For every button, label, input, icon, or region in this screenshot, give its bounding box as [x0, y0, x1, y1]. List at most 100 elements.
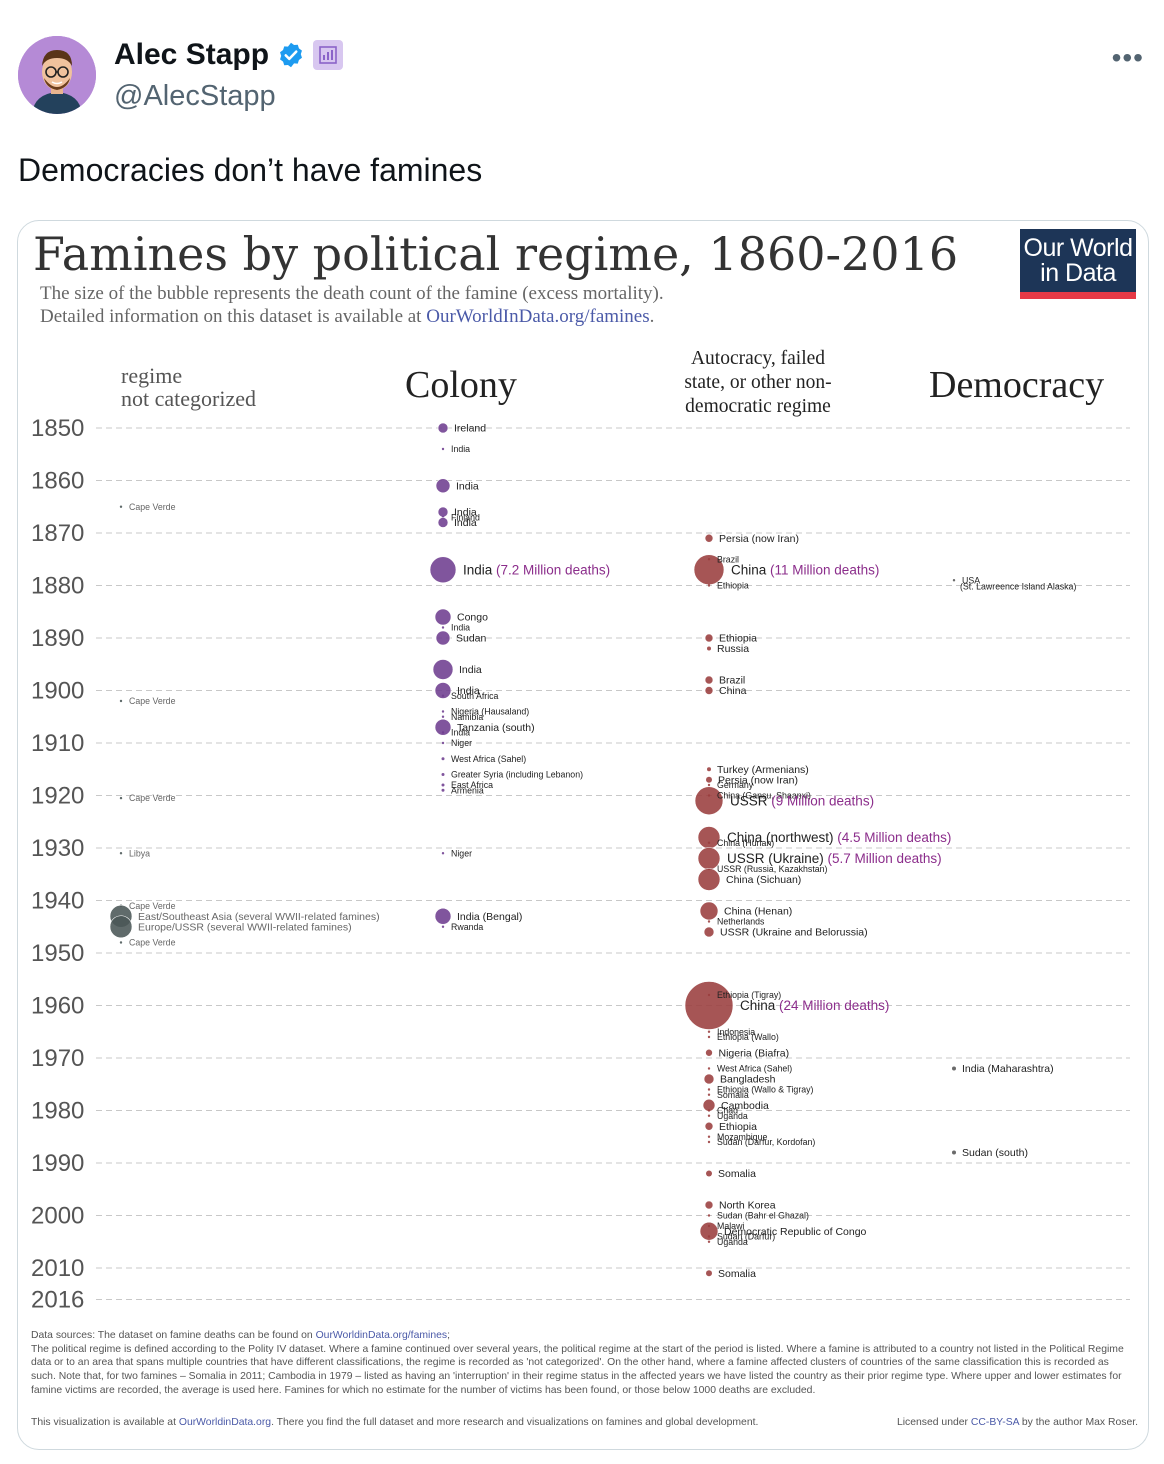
famine-label: Cape Verde	[129, 696, 176, 706]
famine-label: Persia (now Iran)	[719, 533, 799, 545]
avatar[interactable]	[18, 36, 96, 114]
y-tick-label: 1960	[31, 993, 84, 1020]
author-handle[interactable]: @AlecStapp	[114, 80, 276, 112]
tweet-text: Democracies don’t have famines	[18, 152, 483, 188]
famine-label: West Africa (Sahel)	[717, 1064, 792, 1074]
famine-label: Malawi	[717, 1221, 744, 1231]
famine-bubble	[707, 1214, 711, 1217]
column-header-line: not categorized	[121, 386, 256, 411]
subtitle-link: OurWorldInData.org/famines	[426, 306, 650, 327]
famine-bubble	[706, 776, 712, 783]
famine-bubble	[437, 517, 449, 528]
famine-bubble	[707, 1035, 711, 1039]
subscriber-badge-icon	[313, 40, 344, 70]
famine-label: Cape Verde	[129, 938, 176, 948]
y-tick-label: 1980	[31, 1098, 84, 1125]
famine-bubble	[435, 478, 451, 494]
famine-bubble	[707, 1135, 711, 1138]
famine-bubble	[434, 682, 452, 699]
famine-bubble	[119, 505, 123, 508]
license-link: CC-BY-SA	[970, 1417, 1020, 1428]
tweet-media-card[interactable]: Famines by political regime, 1860-2016 T…	[17, 220, 1149, 1450]
y-tick-label: 1870	[31, 520, 84, 547]
famine-label: USSR (Ukraine) (5.7 Million deaths)	[727, 851, 942, 866]
famine-bubble	[441, 710, 445, 713]
famine-bubble	[704, 1200, 714, 1210]
death-toll-label: (5.7 Million deaths)	[824, 851, 942, 866]
famine-bubble	[684, 981, 734, 1030]
column-header-autocracy: Autocracy, failed state, or other non- d…	[658, 347, 858, 419]
famine-label: Netherlands	[717, 917, 765, 927]
famine-bubble	[694, 786, 724, 816]
famine-bubble	[705, 1048, 713, 1057]
famine-bubble	[704, 675, 714, 685]
famine-label: South Africa	[451, 691, 499, 701]
famine-bubble	[707, 1240, 711, 1243]
famine-bubble	[706, 1170, 712, 1177]
famine-label: Brazil	[719, 675, 745, 687]
chart-bubbles	[109, 422, 956, 1277]
famine-label: USA	[962, 575, 980, 585]
y-tick-label: 1860	[31, 468, 84, 495]
footer-methodology: The political regime is defined accordin…	[31, 1343, 1124, 1396]
famine-label: Bangladesh	[720, 1074, 776, 1086]
famine-label: China (11 Million deaths)	[731, 562, 879, 577]
famine-bubble	[119, 941, 123, 944]
famine-bubble-chart: 1850 1860 1870 1880 1890 1900 1910 1920 1930 1940…	[31, 415, 1130, 1314]
famine-label: Sudan (Bahr el Ghazal)	[717, 1211, 809, 1221]
famine-label: Russia	[717, 643, 749, 655]
y-tick-label: 1910	[31, 730, 84, 757]
famine-label: India (Bengal)	[457, 911, 522, 923]
footer-sources: Data sources: The dataset on famine deat…	[31, 1330, 316, 1341]
famine-label: Niger	[451, 848, 472, 858]
famine-label: Germany	[717, 780, 754, 790]
famine-label: Nigeria (Biafra)	[719, 1047, 790, 1059]
column-header-not-categorized: regime not categorized	[121, 364, 256, 410]
subtitle-suffix: .	[649, 306, 655, 327]
famine-label: North Korea	[719, 1200, 776, 1212]
famine-label: Sudan (Darfur)	[717, 1232, 775, 1242]
famine-label: Indonesia	[717, 1027, 755, 1037]
famine-bubble	[706, 1270, 712, 1277]
column-header-line: Autocracy, failed	[690, 348, 826, 369]
famine-bubble	[707, 1140, 711, 1144]
famine-bubble	[119, 852, 123, 855]
famine-label: Ethiopia	[717, 581, 749, 591]
famine-label: China (Gansu, Shaanxi)	[717, 791, 811, 801]
famine-bubble	[434, 608, 452, 626]
footer-availability: This visualization is available at OurWo…	[31, 1417, 758, 1428]
famine-label: Cambodia	[721, 1100, 769, 1112]
famine-bubble	[441, 852, 445, 855]
famine-bubble	[952, 579, 956, 582]
famine-label: India	[457, 685, 480, 697]
famine-bubble	[437, 422, 449, 434]
famine-bubble	[441, 741, 445, 745]
famine-bubble	[441, 626, 445, 629]
famine-label: (St. Lawreence Island Alaska)	[960, 582, 1076, 592]
famine-bubble	[441, 715, 445, 718]
famine-bubble	[704, 533, 714, 543]
famine-label: Ethiopia	[719, 633, 757, 645]
death-toll-label: (24 Million deaths)	[775, 998, 889, 1013]
famine-bubble	[437, 506, 449, 518]
footer-sources-suffix: ;	[447, 1330, 450, 1341]
famine-bubble	[441, 447, 445, 451]
famine-bubble	[707, 920, 711, 923]
famine-label: Europe/USSR (several WWII-related famine…	[138, 921, 352, 933]
chart-title: Famines by political regime, 1860-2016	[33, 227, 959, 281]
famine-bubble	[704, 686, 714, 695]
license-suffix: by the author Max Roser.	[1019, 1417, 1138, 1428]
famine-label: Ethiopia (Tigray)	[717, 990, 781, 1000]
more-options-icon[interactable]: •••	[1111, 42, 1144, 73]
famine-bubble	[707, 1088, 711, 1091]
famine-label: East/Southeast Asia (several WWII-relate…	[138, 911, 380, 923]
famine-bubble	[952, 1066, 956, 1071]
famine-label: India	[454, 517, 477, 529]
famine-label: China (northwest) (4.5 Million deaths)	[727, 830, 951, 845]
y-tick-label: 1920	[31, 783, 84, 810]
famine-label: India	[451, 444, 470, 454]
famine-label: Rwanda	[451, 922, 483, 932]
famine-bubble	[703, 926, 715, 938]
author-name[interactable]: Alec Stapp	[114, 38, 270, 71]
famine-bubble	[429, 556, 457, 584]
